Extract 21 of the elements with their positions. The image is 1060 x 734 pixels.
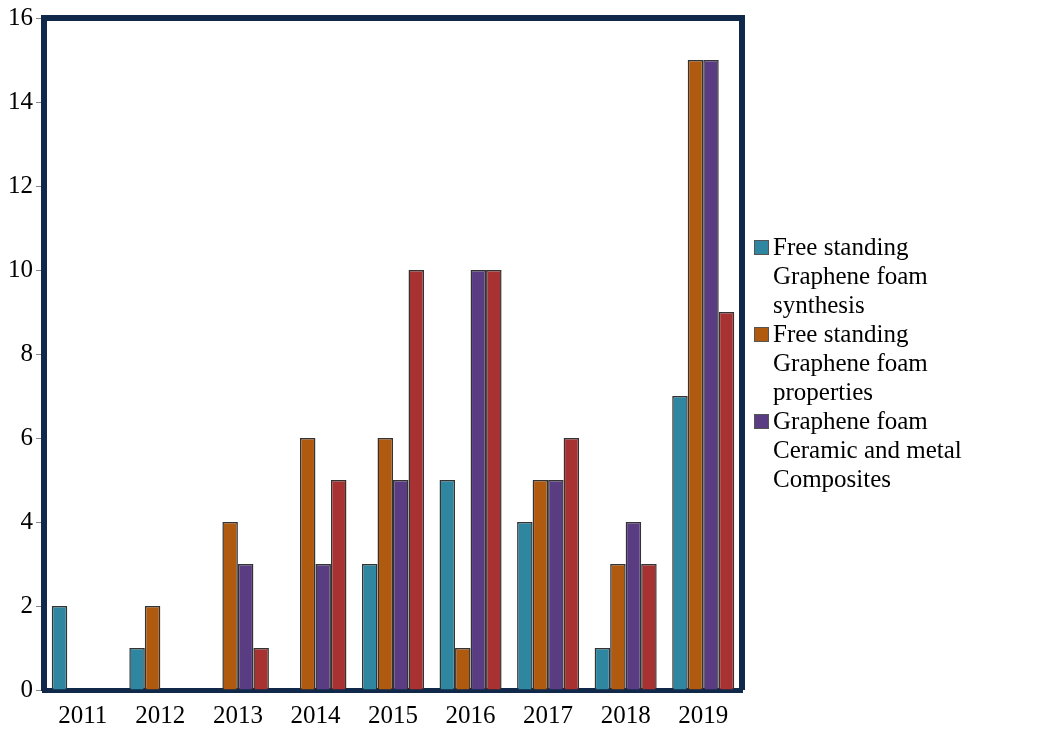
y-tick-label: 8	[20, 338, 33, 366]
legend-label: Free standing Graphene foam properties	[773, 319, 929, 406]
legend-label: Graphene foam Ceramic and metal Composites	[773, 406, 963, 493]
x-tick-label: 2014	[290, 700, 341, 728]
x-tick-label: 2016	[445, 700, 496, 728]
x-tick-label: 2017	[523, 700, 574, 728]
x-tick-label: 2019	[678, 700, 729, 728]
y-tick-label: 2	[20, 590, 33, 618]
y-tick-label: 10	[8, 254, 33, 282]
y-tick-label: 16	[8, 2, 33, 30]
x-tick-label: 2012	[135, 700, 186, 728]
y-tick-label: 14	[8, 86, 34, 114]
y-tick-label: 6	[20, 422, 33, 450]
x-tick-label: 2018	[600, 700, 651, 728]
y-tick-label: 0	[20, 674, 33, 702]
x-tick-label: 2013	[212, 700, 263, 728]
x-tick-label: 2011	[58, 700, 108, 728]
y-tick-label: 12	[8, 170, 33, 198]
legend-label: Free standing Graphene foam synthesis	[773, 232, 929, 319]
x-tick-label: 2015	[368, 700, 418, 728]
y-tick-label: 4	[20, 506, 34, 534]
